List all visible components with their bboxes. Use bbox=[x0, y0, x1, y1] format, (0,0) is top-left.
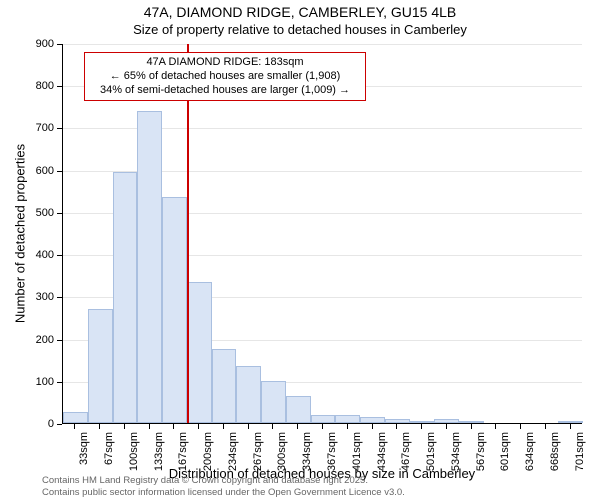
xtick-mark bbox=[223, 424, 224, 429]
histogram-bar bbox=[558, 421, 583, 423]
histogram-bar bbox=[137, 111, 162, 423]
xtick-mark bbox=[297, 424, 298, 429]
xtick-mark bbox=[520, 424, 521, 429]
callout-line3: 34% of semi-detached houses are larger (… bbox=[91, 84, 359, 98]
histogram-bar bbox=[434, 419, 459, 423]
xtick-mark bbox=[446, 424, 447, 429]
ytick-mark bbox=[57, 128, 62, 129]
ytick-mark bbox=[57, 44, 62, 45]
xtick-mark bbox=[471, 424, 472, 429]
histogram-bar bbox=[63, 412, 88, 423]
xtick-mark bbox=[272, 424, 273, 429]
xtick-mark bbox=[570, 424, 571, 429]
footer-line2: Contains public sector information licen… bbox=[42, 487, 405, 498]
ytick-label: 600 bbox=[24, 165, 54, 177]
histogram-bar bbox=[236, 366, 261, 423]
xtick-mark bbox=[149, 424, 150, 429]
histogram-bar bbox=[459, 421, 484, 423]
ytick-mark bbox=[57, 340, 62, 341]
ytick-mark bbox=[57, 86, 62, 87]
xtick-mark bbox=[248, 424, 249, 429]
histogram-bar bbox=[335, 415, 360, 423]
ytick-label: 500 bbox=[24, 207, 54, 219]
title-sub: Size of property relative to detached ho… bbox=[0, 22, 600, 37]
callout-line1: 47A DIAMOND RIDGE: 183sqm bbox=[91, 56, 359, 70]
xtick-mark bbox=[347, 424, 348, 429]
histogram-bar bbox=[410, 421, 435, 423]
xtick-mark bbox=[396, 424, 397, 429]
callout-box: 47A DIAMOND RIDGE: 183sqm ← 65% of detac… bbox=[84, 52, 366, 101]
ytick-label: 900 bbox=[24, 38, 54, 50]
histogram-bar bbox=[88, 309, 113, 423]
title-main: 47A, DIAMOND RIDGE, CAMBERLEY, GU15 4LB bbox=[0, 4, 600, 20]
footer-line1: Contains HM Land Registry data © Crown c… bbox=[42, 475, 405, 486]
ytick-mark bbox=[57, 255, 62, 256]
xtick-mark bbox=[372, 424, 373, 429]
xtick-mark bbox=[545, 424, 546, 429]
ytick-label: 300 bbox=[24, 291, 54, 303]
ytick-mark bbox=[57, 213, 62, 214]
callout-line2: ← 65% of detached houses are smaller (1,… bbox=[91, 70, 359, 84]
xtick-mark bbox=[99, 424, 100, 429]
histogram-bar bbox=[187, 282, 212, 423]
histogram-bar bbox=[286, 396, 311, 423]
yaxis-label: Number of detached properties bbox=[13, 134, 28, 334]
histogram-bar bbox=[212, 349, 237, 423]
ytick-mark bbox=[57, 424, 62, 425]
ytick-label: 700 bbox=[24, 122, 54, 134]
histogram-bar bbox=[385, 419, 410, 423]
ytick-label: 400 bbox=[24, 249, 54, 261]
ytick-mark bbox=[57, 297, 62, 298]
ytick-label: 200 bbox=[24, 334, 54, 346]
xtick-mark bbox=[124, 424, 125, 429]
ytick-label: 800 bbox=[24, 80, 54, 92]
histogram-bar bbox=[113, 172, 138, 423]
xtick-mark bbox=[173, 424, 174, 429]
ytick-mark bbox=[57, 382, 62, 383]
histogram-bar bbox=[311, 415, 336, 423]
ytick-label: 0 bbox=[24, 418, 54, 430]
xtick-mark bbox=[421, 424, 422, 429]
histogram-bar bbox=[162, 197, 187, 423]
xtick-mark bbox=[495, 424, 496, 429]
xtick-mark bbox=[74, 424, 75, 429]
xtick-mark bbox=[198, 424, 199, 429]
histogram-bar bbox=[360, 417, 385, 423]
gridline bbox=[63, 44, 582, 45]
xtick-mark bbox=[322, 424, 323, 429]
ytick-label: 100 bbox=[24, 376, 54, 388]
ytick-mark bbox=[57, 171, 62, 172]
footer: Contains HM Land Registry data © Crown c… bbox=[42, 475, 405, 498]
histogram-bar bbox=[261, 381, 286, 423]
figure: 47A, DIAMOND RIDGE, CAMBERLEY, GU15 4LB … bbox=[0, 0, 600, 500]
